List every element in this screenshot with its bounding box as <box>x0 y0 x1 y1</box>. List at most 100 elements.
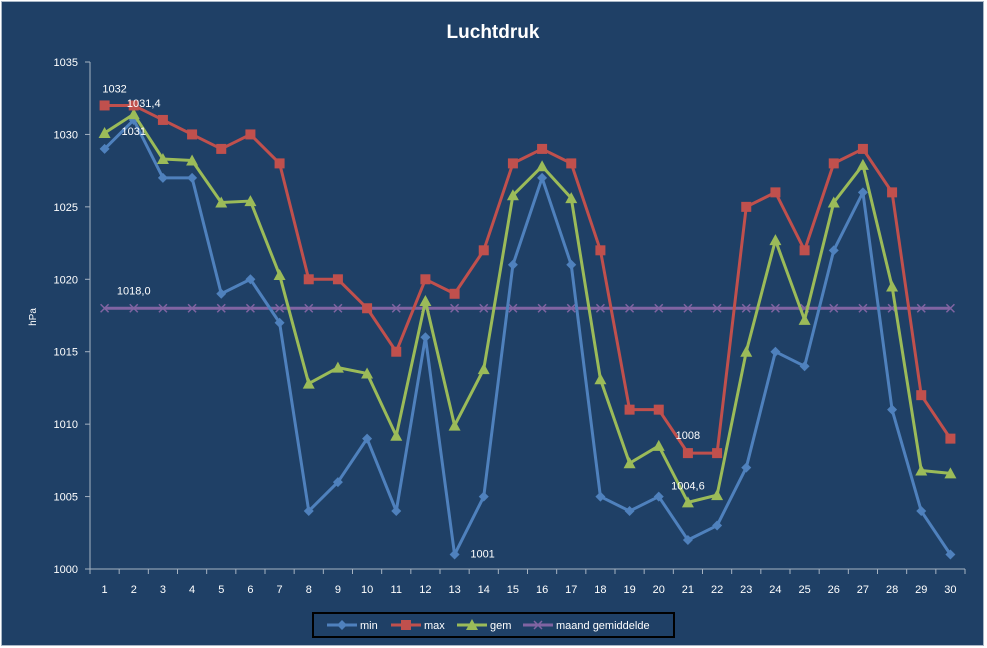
data-point-gem <box>827 196 840 208</box>
data-point-gem <box>156 153 169 165</box>
x-tick-label: 23 <box>740 584 752 596</box>
data-point-max <box>187 129 198 140</box>
x-tick-label: 20 <box>653 584 665 596</box>
data-point-min <box>187 172 198 183</box>
data-point-min <box>682 535 693 546</box>
data-point-min <box>157 172 168 183</box>
data-point-max <box>332 274 343 285</box>
x-tick-label: 28 <box>886 584 898 596</box>
data-point-maand-gemiddelde <box>216 303 226 313</box>
x-tick-label: 22 <box>711 584 723 596</box>
data-point-min <box>507 259 518 270</box>
data-point-min <box>857 187 868 198</box>
data-point-min <box>99 143 110 154</box>
data-point-min <box>537 172 548 183</box>
data-point-gem <box>244 195 257 207</box>
x-tick-label: 24 <box>769 584 781 596</box>
data-point-min <box>332 477 343 488</box>
data-point-min <box>362 433 373 444</box>
data-point-gem <box>623 457 636 469</box>
data-point-maand-gemiddelde <box>595 303 605 313</box>
data-point-gem <box>856 158 869 170</box>
legend-marker-gem <box>466 619 478 630</box>
x-tick-label: 8 <box>306 584 312 596</box>
data-point-min <box>828 245 839 256</box>
y-tick-label: 1015 <box>54 347 78 359</box>
data-point-min <box>624 506 635 517</box>
data-point-max <box>216 143 227 154</box>
series-line-max <box>104 103 952 455</box>
data-point-max <box>391 346 402 357</box>
series-line-min <box>103 118 952 557</box>
y-tick-label: 1030 <box>54 129 78 141</box>
legend-label: gem <box>490 620 511 632</box>
data-point-gem <box>390 429 403 441</box>
data-point-max <box>712 448 723 459</box>
x-tick-label: 7 <box>277 584 283 596</box>
y-tick-label: 1000 <box>54 564 78 576</box>
data-point-maand-gemiddelde <box>187 303 197 313</box>
x-tick-label: 26 <box>828 584 840 596</box>
data-point-max <box>887 187 898 198</box>
x-tick-label: 10 <box>361 584 373 596</box>
data-point-maand-gemiddelde <box>129 303 139 313</box>
data-point-gem <box>215 196 228 208</box>
data-point-min <box>245 274 256 285</box>
data-point-maand-gemiddelde <box>100 303 110 313</box>
x-tick-label: 25 <box>798 584 810 596</box>
chart-title: Luchtdruk <box>447 22 540 43</box>
legend-marker-max <box>401 620 411 630</box>
y-tick-label: 1020 <box>54 274 78 286</box>
data-point-min <box>303 506 314 517</box>
x-tick-label: 12 <box>419 584 431 596</box>
data-point-gem <box>127 108 140 120</box>
data-point-max <box>449 288 460 299</box>
x-tick-label: 13 <box>448 584 460 596</box>
y-tick-label: 1010 <box>54 419 78 431</box>
data-point-min <box>770 346 781 357</box>
data-point-maand-gemiddelde <box>391 303 401 313</box>
data-point-max <box>653 404 664 415</box>
data-point-gem <box>273 268 286 280</box>
data-label: 1031 <box>122 126 146 138</box>
data-point-gem <box>448 419 461 431</box>
data-label: 1031,4 <box>127 98 161 110</box>
data-point-maand-gemiddelde <box>479 303 489 313</box>
data-point-gem <box>594 373 607 385</box>
x-tick-label: 16 <box>536 584 548 596</box>
data-label: 1032 <box>102 83 126 95</box>
data-point-min <box>595 491 606 502</box>
data-point-max <box>916 390 927 401</box>
data-point-min <box>945 549 956 560</box>
data-point-min <box>566 259 577 270</box>
data-point-gem <box>98 126 111 138</box>
data-point-max <box>682 448 693 459</box>
data-point-gem <box>361 367 374 379</box>
data-point-gem <box>740 345 753 357</box>
data-point-min <box>653 491 664 502</box>
data-point-gem <box>536 160 549 172</box>
data-point-maand-gemiddelde <box>683 303 693 313</box>
x-tick-label: 1 <box>102 584 108 596</box>
data-point-min <box>420 332 431 343</box>
data-point-maand-gemiddelde <box>770 303 780 313</box>
y-axis-label: hPa <box>28 308 39 326</box>
data-point-gem <box>798 313 811 325</box>
series-maand-gemiddelde <box>100 303 955 313</box>
data-point-max <box>245 129 256 140</box>
data-point-max <box>799 245 810 256</box>
data-point-gem <box>565 192 578 204</box>
series-line-gem <box>103 112 951 504</box>
legend-item-maand-gemiddelde: maand gemiddelde <box>523 620 650 632</box>
data-point-gem <box>652 439 665 451</box>
legend-label: maand gemiddelde <box>556 620 650 632</box>
data-point-gem <box>886 280 899 292</box>
series-gem <box>98 108 957 508</box>
data-point-min <box>449 549 460 560</box>
legend-item-gem: gem <box>457 619 511 632</box>
data-point-max <box>945 433 956 444</box>
data-point-max <box>478 245 489 256</box>
x-tick-label: 30 <box>944 584 956 596</box>
data-point-max <box>624 404 635 415</box>
